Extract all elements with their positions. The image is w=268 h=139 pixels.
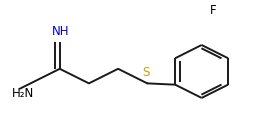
Text: F: F <box>210 3 217 17</box>
Text: S: S <box>142 66 150 79</box>
Text: H₂N: H₂N <box>12 87 34 100</box>
Text: NH: NH <box>52 25 70 38</box>
